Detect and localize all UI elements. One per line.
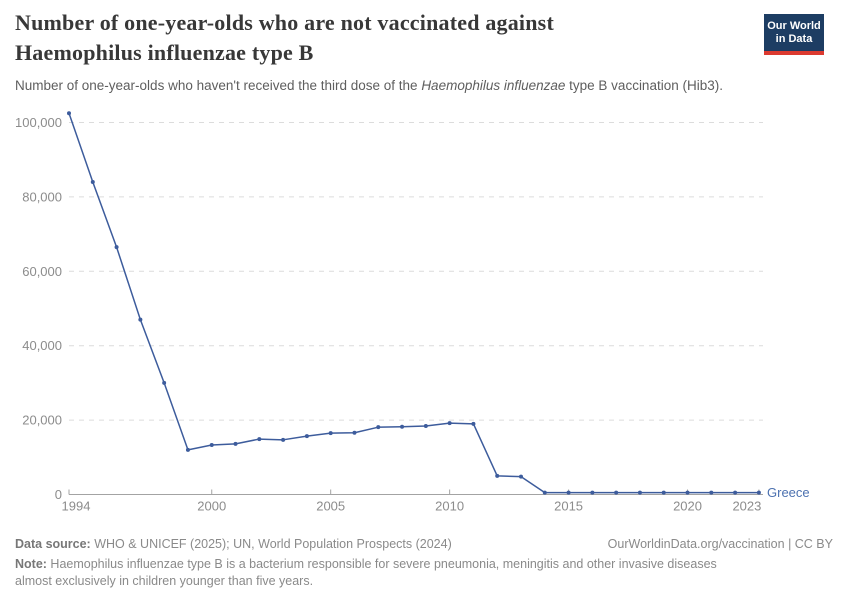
- data-point: [257, 437, 262, 442]
- data-point: [566, 490, 571, 495]
- x-tick-label: 2005: [316, 499, 345, 514]
- subtitle-italic-species: Haemophilus influenzae: [421, 78, 566, 93]
- data-point: [590, 490, 595, 495]
- y-tick-label: 80,000: [22, 189, 62, 204]
- data-point: [471, 421, 476, 426]
- data-point: [423, 424, 428, 429]
- x-tick-label: 2010: [435, 499, 464, 514]
- data-point: [376, 425, 381, 430]
- chart-title: Number of one-year-olds who are not vacc…: [15, 10, 554, 65]
- data-point: [185, 447, 190, 452]
- y-tick-label: 100,000: [15, 115, 62, 130]
- subtitle-text-suffix: type B vaccination (Hib3).: [565, 78, 723, 93]
- data-point: [90, 180, 95, 185]
- subtitle-text: Number of one-year-olds who haven't rece…: [15, 78, 422, 93]
- owid-logo-line1: Our World: [767, 20, 821, 32]
- footer-license-link[interactable]: OurWorldinData.org/vaccination | CC BY: [607, 537, 833, 551]
- data-point: [162, 380, 167, 385]
- data-point: [304, 434, 309, 439]
- x-tick-label: 2015: [554, 499, 583, 514]
- y-tick-label: 60,000: [22, 264, 62, 279]
- data-point: [328, 431, 333, 436]
- data-point: [542, 490, 547, 495]
- data-line: [68, 112, 759, 494]
- line-chart-canvas[interactable]: 0 20,000 40,000 60,000 80,000 100,000 1994 2000…: [0, 100, 850, 530]
- x-tick-label: 2000: [197, 499, 226, 514]
- data-point: [614, 490, 619, 495]
- data-point: [352, 430, 357, 435]
- series-label-greece[interactable]: Greece: [767, 485, 810, 500]
- y-tick-label: 40,000: [22, 338, 62, 353]
- data-point: [661, 490, 666, 495]
- data-point: [495, 473, 500, 478]
- owid-logo-line2: in Data: [775, 33, 813, 45]
- data-point: [209, 443, 214, 448]
- data-point: [709, 490, 714, 495]
- x-tick-label: 2023: [732, 499, 761, 514]
- chart-subtitle: Number of one-year-olds who haven't rece…: [15, 78, 723, 93]
- data-source-label: Data source:: [15, 537, 91, 551]
- data-point: [281, 437, 286, 442]
- note-label: Note:: [15, 557, 47, 571]
- y-tick-label: 20,000: [22, 413, 62, 428]
- data-point: [733, 490, 738, 495]
- data-point: [685, 490, 690, 495]
- x-tick-label: 2020: [673, 499, 702, 514]
- data-source-text: WHO & UNICEF (2025); UN, World Populatio…: [90, 537, 452, 551]
- y-tick-label: 0: [55, 487, 62, 502]
- owid-logo[interactable]: Our World in Data: [764, 14, 824, 55]
- data-point: [637, 490, 642, 495]
- x-tick-label: 1994: [62, 499, 91, 514]
- data-point: [447, 421, 452, 426]
- data-source-line: Data source: WHO & UNICEF (2025); UN, Wo…: [15, 536, 452, 553]
- data-point: [400, 424, 405, 429]
- data-point: [233, 441, 238, 446]
- note-text: Haemophilus influenzae type B is a bacte…: [15, 557, 717, 588]
- footer-note: Note: Haemophilus influenzae type B is a…: [15, 556, 727, 590]
- data-point: [114, 245, 119, 250]
- data-point: [519, 474, 524, 479]
- data-point: [138, 317, 143, 322]
- data-point: [756, 490, 761, 495]
- data-point: [67, 111, 71, 116]
- chart-footer: Data source: WHO & UNICEF (2025); UN, Wo…: [15, 536, 833, 590]
